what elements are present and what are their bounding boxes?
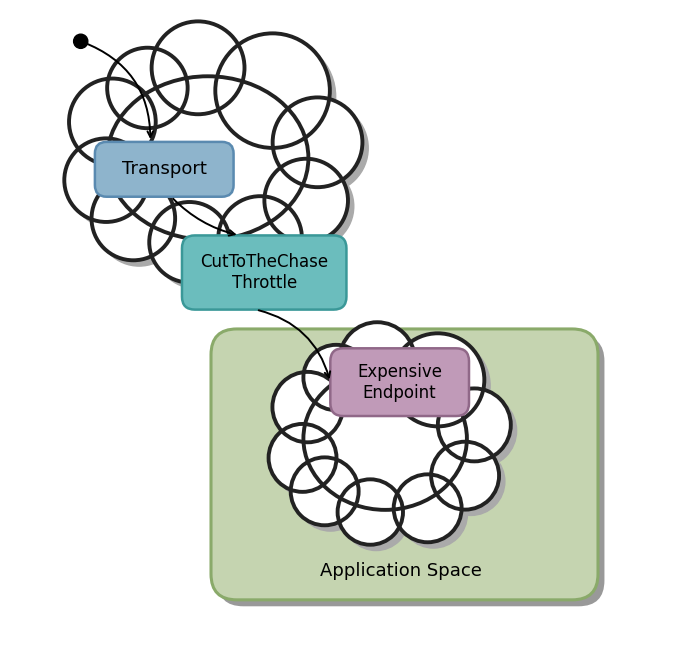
Circle shape	[221, 39, 336, 154]
Circle shape	[344, 486, 396, 538]
Text: Expensive
Endpoint: Expensive Endpoint	[357, 362, 442, 402]
Circle shape	[155, 208, 235, 288]
Ellipse shape	[309, 373, 473, 516]
Circle shape	[269, 424, 337, 492]
Circle shape	[310, 352, 362, 404]
Circle shape	[394, 474, 462, 542]
Circle shape	[97, 183, 181, 266]
Circle shape	[78, 87, 147, 157]
Circle shape	[397, 339, 490, 432]
Ellipse shape	[303, 368, 467, 510]
Circle shape	[218, 196, 302, 280]
Circle shape	[282, 106, 354, 178]
Circle shape	[400, 480, 467, 548]
Text: Transport: Transport	[122, 161, 207, 178]
Circle shape	[296, 463, 364, 531]
Ellipse shape	[113, 82, 314, 246]
Circle shape	[73, 146, 139, 213]
Circle shape	[70, 144, 154, 228]
Circle shape	[279, 379, 336, 435]
Circle shape	[401, 481, 455, 535]
Circle shape	[115, 55, 180, 120]
Circle shape	[75, 84, 162, 171]
Circle shape	[431, 442, 499, 510]
Circle shape	[303, 345, 369, 410]
Circle shape	[443, 394, 517, 467]
Circle shape	[161, 31, 235, 105]
Circle shape	[438, 448, 492, 503]
Circle shape	[158, 27, 250, 120]
Circle shape	[347, 330, 407, 390]
Circle shape	[339, 322, 415, 398]
Circle shape	[100, 185, 167, 252]
Circle shape	[226, 204, 294, 272]
Circle shape	[224, 202, 308, 286]
Text: Application Space: Application Space	[320, 562, 482, 580]
Circle shape	[265, 159, 348, 243]
Text: CutToTheChase
Throttle: CutToTheChase Throttle	[200, 253, 328, 292]
Circle shape	[273, 97, 362, 187]
FancyBboxPatch shape	[182, 235, 346, 310]
Circle shape	[391, 333, 484, 426]
Circle shape	[278, 378, 349, 448]
Circle shape	[157, 210, 222, 275]
Circle shape	[273, 372, 343, 442]
Circle shape	[309, 351, 375, 416]
Circle shape	[69, 79, 156, 165]
Circle shape	[298, 464, 352, 519]
Circle shape	[445, 396, 503, 454]
Ellipse shape	[307, 371, 463, 506]
Circle shape	[270, 164, 354, 248]
Circle shape	[275, 431, 330, 485]
Circle shape	[401, 342, 475, 417]
Circle shape	[275, 430, 342, 498]
Ellipse shape	[107, 76, 309, 240]
Circle shape	[343, 485, 409, 551]
Circle shape	[337, 479, 403, 545]
Circle shape	[291, 457, 358, 525]
Circle shape	[107, 48, 188, 128]
Circle shape	[345, 328, 421, 404]
FancyBboxPatch shape	[211, 329, 598, 600]
Circle shape	[216, 34, 330, 148]
Circle shape	[65, 139, 148, 222]
Circle shape	[92, 177, 175, 261]
Circle shape	[149, 202, 230, 283]
Circle shape	[226, 45, 318, 137]
Circle shape	[73, 34, 88, 48]
Circle shape	[278, 103, 369, 193]
Circle shape	[113, 54, 193, 134]
Circle shape	[152, 21, 245, 114]
FancyBboxPatch shape	[218, 335, 605, 606]
Circle shape	[273, 167, 339, 234]
Circle shape	[437, 448, 505, 515]
Circle shape	[438, 388, 511, 461]
Ellipse shape	[112, 80, 304, 236]
FancyBboxPatch shape	[95, 142, 233, 197]
FancyBboxPatch shape	[330, 348, 469, 416]
